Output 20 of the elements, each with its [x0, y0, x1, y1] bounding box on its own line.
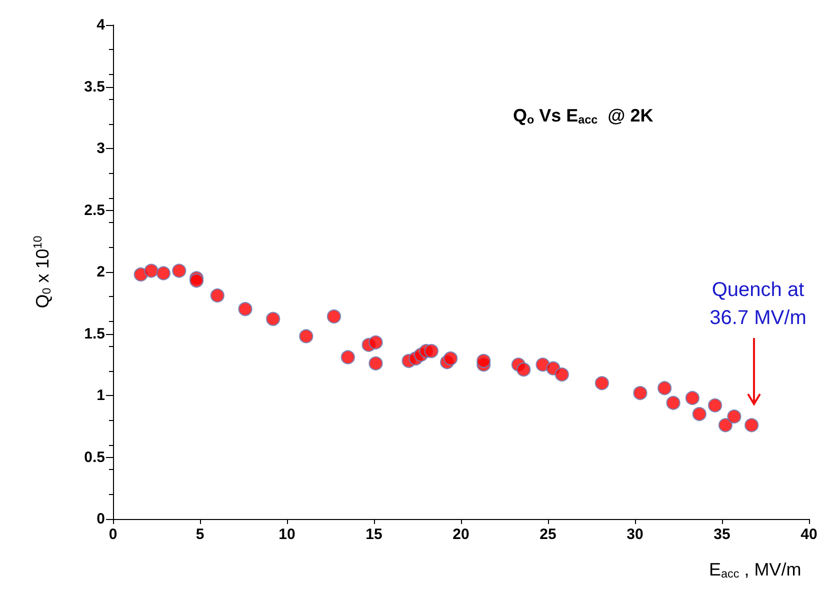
x-tick-label: 0 — [108, 526, 118, 543]
y-axis-title: Q0 x 1010 — [32, 235, 54, 308]
y-tick-label: 2.5 — [84, 202, 105, 219]
x-tick-label: 25 — [540, 526, 556, 543]
y-tick-label: 4 — [96, 16, 106, 34]
y-tick-label: 0 — [96, 510, 105, 528]
y-tick-label: 2 — [96, 264, 105, 280]
x-tick-label: 5 — [196, 526, 204, 543]
x-tick-label: 10 — [278, 526, 296, 543]
y-tick-label: 1.5 — [84, 325, 105, 342]
x-tick-label: 40 — [800, 526, 818, 543]
x-tick-label: 35 — [714, 526, 730, 543]
x-tick-label: 20 — [452, 526, 470, 543]
y-tick-label: 0.5 — [84, 448, 105, 466]
y-tick-label: 3.5 — [84, 78, 105, 96]
x-tick-label: 15 — [366, 526, 382, 543]
y-tick-label: 3 — [96, 140, 105, 157]
x-tick-label: 30 — [626, 526, 644, 543]
annotation: Quench at 36.7 MV/m — [710, 279, 806, 329]
y-tick-label: 1 — [96, 387, 105, 404]
